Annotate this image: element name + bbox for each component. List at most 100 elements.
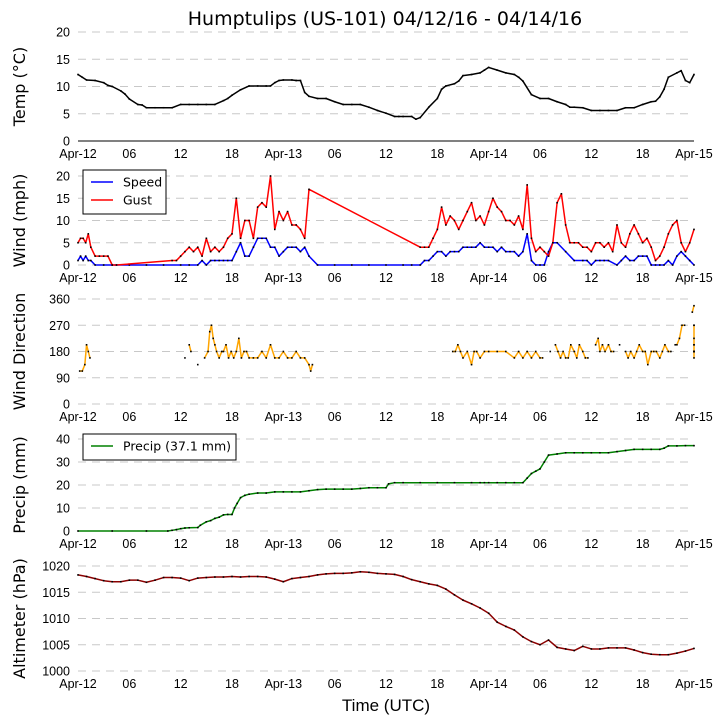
data-point [154,106,156,109]
x-tick-label: 06 [328,147,342,161]
data-point [470,201,473,204]
data-point [457,343,459,346]
data-point [539,643,541,646]
data-point [500,246,503,248]
data-point [265,492,268,494]
data-point [368,264,370,266]
data-point [171,576,173,579]
data-point [154,579,156,581]
data-point [581,645,584,648]
y-tick-label: 30 [56,456,70,470]
data-point [453,594,456,596]
data-point [462,219,464,222]
data-point [475,350,478,353]
data-point [453,82,456,85]
x-tick-label: Apr-12 [59,537,97,551]
data-point [547,454,550,456]
data-point [547,255,550,257]
data-point [359,487,362,490]
data-point [107,255,109,257]
x-tick-label: 12 [584,410,598,424]
data-point [475,219,477,222]
data-point [273,491,276,493]
data-point [252,357,255,359]
data-point [522,357,524,359]
data-point [419,481,422,484]
data-point [145,264,148,266]
data-point [633,224,635,226]
data-point [102,255,105,257]
data-point [303,237,306,240]
data-point [171,106,173,109]
data-point [462,599,464,601]
data-point [487,350,490,353]
data-point [530,472,533,475]
data-point [333,264,336,266]
data-point [179,527,182,530]
data-point [688,241,691,244]
data-point [573,259,576,262]
data-point [586,246,588,248]
x-tick-label: Apr-12 [59,147,97,161]
x-tick-label: Apr-13 [265,147,303,161]
series-precip-37-1-mm- [77,444,695,532]
data-point [402,264,404,266]
data-point [492,246,494,248]
data-point [451,350,454,353]
data-point [599,259,601,262]
data-point [214,246,216,248]
data-point [175,259,178,262]
data-point [231,94,233,97]
data-point [573,452,576,454]
x-tick-label: Apr-14 [470,271,508,285]
x-tick-label: 06 [533,271,547,285]
data-point [115,264,118,266]
x-tick-label: Apr-15 [675,271,713,285]
data-point [316,97,319,100]
data-point [427,106,430,109]
x-tick-label: 12 [379,271,393,285]
data-point [299,79,302,82]
data-point [218,259,220,262]
data-point [179,264,182,266]
series-line [77,66,695,120]
data-point [650,246,653,248]
x-tick-label: 18 [430,147,444,161]
y-tick-label: 5 [63,107,70,121]
data-point [402,115,404,118]
y-tick-label: 0 [63,398,70,412]
x-tick-label: Apr-14 [470,677,508,691]
y-tick-label: 1000 [42,665,70,679]
data-point [676,219,678,222]
data-point [590,250,593,253]
x-tick-label: Apr-14 [470,537,508,551]
data-point [483,69,486,71]
data-point [522,481,524,484]
data-point [145,530,148,532]
series-line [594,337,614,353]
x-tick-label: 06 [328,271,342,285]
data-point [607,241,610,244]
data-point [466,246,469,248]
data-point [419,580,422,583]
data-point [573,106,576,109]
data-point [222,514,225,516]
data-point [641,448,644,451]
data-point [342,572,345,575]
data-point [236,502,238,505]
data-point [462,246,464,248]
data-point [359,103,362,106]
data-point [616,264,618,266]
data-point [415,118,417,120]
data-point [261,237,263,240]
y-tick-label: 10 [56,80,70,94]
data-point [637,233,640,235]
data-point [265,576,268,578]
data-point [436,97,439,100]
data-point [273,228,276,231]
data-point [684,444,687,447]
y-axis-label: Temp (°C) [10,47,29,127]
data-point [244,219,246,222]
data-point [504,350,507,353]
data-point [432,237,434,240]
